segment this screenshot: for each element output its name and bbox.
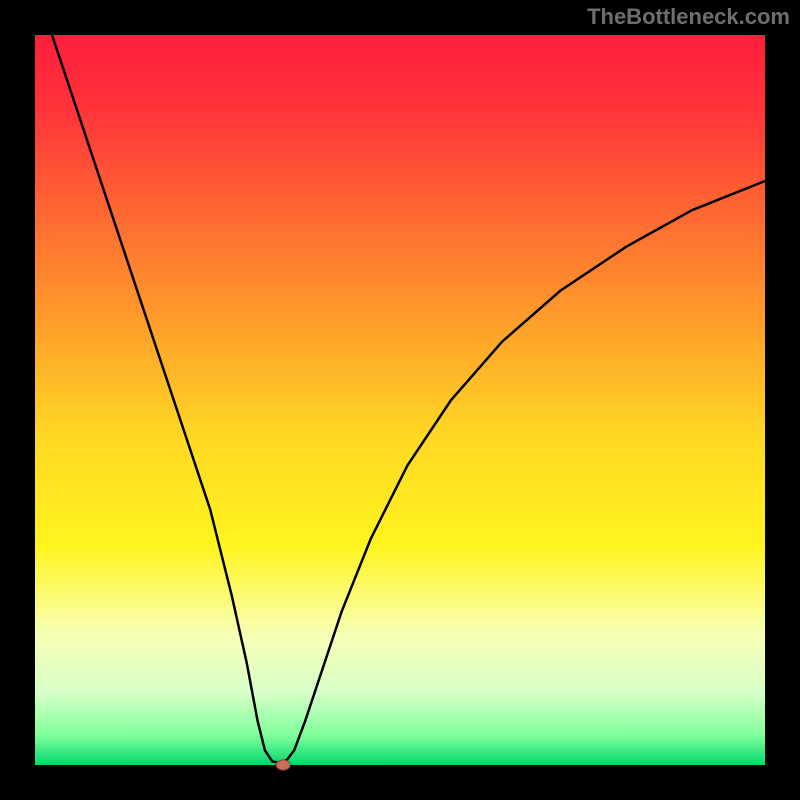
watermark-label: TheBottleneck.com	[587, 4, 790, 30]
optimal-point-marker	[276, 760, 290, 770]
bottleneck-chart	[0, 0, 800, 800]
chart-container: TheBottleneck.com	[0, 0, 800, 800]
plot-background	[35, 35, 765, 765]
